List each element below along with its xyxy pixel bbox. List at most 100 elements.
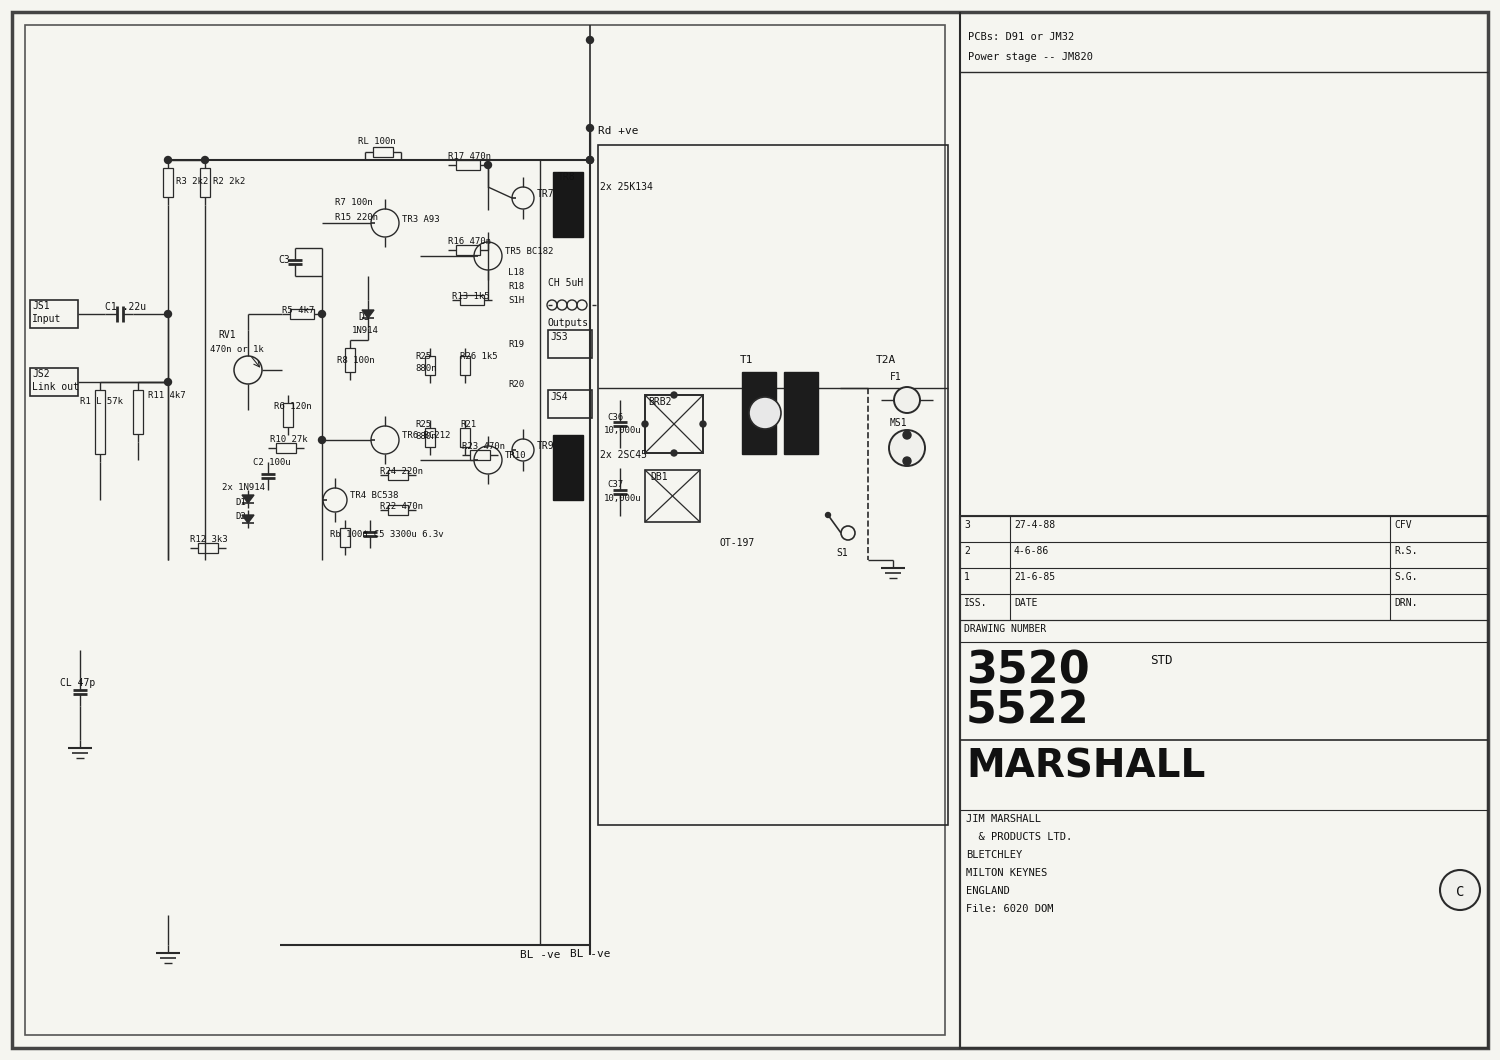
Text: C1 .22u: C1 .22u <box>105 302 146 312</box>
Text: C36: C36 <box>608 413 622 422</box>
Text: R6 120n: R6 120n <box>274 402 312 411</box>
Text: R3 2k2: R3 2k2 <box>176 177 208 187</box>
Text: R20: R20 <box>509 379 524 389</box>
Text: R15 220n: R15 220n <box>334 213 378 222</box>
Text: 4-6-86: 4-6-86 <box>1014 546 1050 556</box>
Text: Rd +ve: Rd +ve <box>598 126 639 136</box>
Text: 10,000u: 10,000u <box>604 426 642 435</box>
Text: R25: R25 <box>416 352 430 361</box>
Text: TR10: TR10 <box>506 452 526 460</box>
Bar <box>598 145 948 825</box>
Text: 5522: 5522 <box>966 690 1089 734</box>
Circle shape <box>586 124 594 131</box>
Text: JS2: JS2 <box>32 369 50 379</box>
Text: 880n: 880n <box>416 432 436 441</box>
Bar <box>94 390 105 454</box>
Bar <box>340 528 350 547</box>
Text: File: 6020 DOM: File: 6020 DOM <box>966 904 1053 914</box>
Bar <box>645 470 700 522</box>
Text: R19: R19 <box>509 340 524 349</box>
Text: JS3: JS3 <box>550 332 567 342</box>
Circle shape <box>748 398 782 429</box>
Text: JS1: JS1 <box>32 301 50 311</box>
Text: PCBs: D91 or JM32: PCBs: D91 or JM32 <box>968 32 1074 42</box>
Text: R23 470n: R23 470n <box>462 442 506 450</box>
Text: 2x 2SC45: 2x 2SC45 <box>600 450 646 460</box>
Text: CFV: CFV <box>1394 520 1411 530</box>
Text: 2: 2 <box>964 546 970 556</box>
Bar <box>460 428 470 447</box>
Text: C2 100u: C2 100u <box>254 458 291 467</box>
Text: R.S.: R.S. <box>1394 546 1417 556</box>
Circle shape <box>903 457 910 465</box>
Text: R18: R18 <box>509 282 524 292</box>
Bar <box>784 372 818 454</box>
Text: STD: STD <box>1150 654 1173 667</box>
Text: TR5 BC182: TR5 BC182 <box>506 247 554 257</box>
Bar <box>460 295 484 305</box>
Text: S.G.: S.G. <box>1394 572 1417 582</box>
Text: R24 220n: R24 220n <box>380 467 423 476</box>
Text: T1: T1 <box>740 355 753 365</box>
Text: D3: D3 <box>358 312 369 322</box>
Bar <box>374 147 393 157</box>
Text: OT-197: OT-197 <box>720 538 754 548</box>
Circle shape <box>484 161 492 169</box>
Text: R11 4k7: R11 4k7 <box>148 390 186 400</box>
Bar <box>456 245 480 255</box>
Bar <box>200 167 210 197</box>
Text: Link out: Link out <box>32 382 80 392</box>
Text: JIM MARSHALL: JIM MARSHALL <box>966 814 1041 824</box>
Bar <box>460 356 470 375</box>
Circle shape <box>825 512 831 517</box>
Bar <box>26 25 945 1035</box>
Bar <box>554 435 584 500</box>
Text: C3: C3 <box>278 255 290 265</box>
Text: Input: Input <box>32 314 62 324</box>
Text: Outputs: Outputs <box>548 318 590 328</box>
Text: TR9: TR9 <box>537 441 555 450</box>
Text: R17 470n: R17 470n <box>448 152 491 161</box>
Bar <box>554 172 584 237</box>
Bar <box>198 543 217 553</box>
Text: R8 100n: R8 100n <box>338 356 375 365</box>
Text: Rb 100n: Rb 100n <box>330 530 368 538</box>
Circle shape <box>903 431 910 439</box>
Bar <box>134 390 142 434</box>
Text: 21-6-85: 21-6-85 <box>1014 572 1054 582</box>
Text: TR7: TR7 <box>537 189 555 199</box>
Text: C: C <box>1456 885 1464 899</box>
Text: R7 100n: R7 100n <box>334 198 372 207</box>
Text: R25: R25 <box>416 420 430 429</box>
Text: ENGLAND: ENGLAND <box>966 886 1010 896</box>
Bar <box>424 356 435 375</box>
Circle shape <box>642 421 648 427</box>
Text: MS1: MS1 <box>890 418 908 428</box>
Text: ISS.: ISS. <box>964 598 987 608</box>
Circle shape <box>318 437 326 443</box>
Text: MARSHALL: MARSHALL <box>966 748 1206 787</box>
Text: 2x 1N914: 2x 1N914 <box>222 483 266 492</box>
Text: C37: C37 <box>608 480 622 489</box>
Polygon shape <box>362 310 374 318</box>
Text: T2A: T2A <box>876 355 897 365</box>
Text: 2x 25K134: 2x 25K134 <box>600 182 652 192</box>
Bar <box>30 368 78 396</box>
Text: TR4 BC538: TR4 BC538 <box>350 492 399 500</box>
Text: DRN.: DRN. <box>1394 598 1417 608</box>
Circle shape <box>586 36 594 43</box>
Text: R13 1k5: R13 1k5 <box>452 292 489 301</box>
Text: RV1: RV1 <box>217 330 236 340</box>
Text: TR6 BC212: TR6 BC212 <box>402 431 450 441</box>
Text: 1: 1 <box>964 572 970 582</box>
Text: & PRODUCTS LTD.: & PRODUCTS LTD. <box>966 832 1072 842</box>
Bar <box>345 348 355 372</box>
Text: R12 3k3: R12 3k3 <box>190 535 228 544</box>
Text: S1: S1 <box>836 548 848 558</box>
Text: 880n: 880n <box>416 364 436 373</box>
Text: R1 L 57k: R1 L 57k <box>80 398 123 406</box>
Text: R10 27k: R10 27k <box>270 435 308 444</box>
Bar <box>164 167 172 197</box>
Text: S1H: S1H <box>509 296 524 305</box>
Circle shape <box>700 421 706 427</box>
